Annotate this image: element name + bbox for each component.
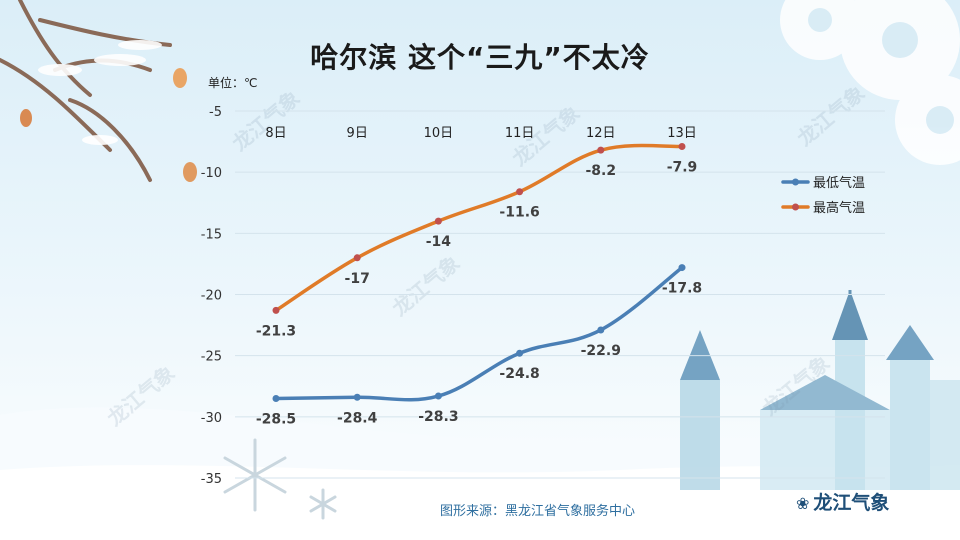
data-label-low: -28.5	[256, 411, 296, 427]
data-label-high: -14	[426, 234, 452, 250]
legend-marker-low	[792, 178, 799, 186]
series-line-high	[274, 143, 684, 313]
data-label-low: -17.8	[662, 281, 702, 297]
legend-label-high: 最高气温	[813, 200, 865, 216]
data-point-low	[678, 264, 686, 272]
data-label-low: -28.4	[337, 410, 378, 426]
brand-logo-text: ❀ 龙江气象	[796, 488, 889, 515]
source-credit: 图形来源：黑龙江省气象服务中心	[440, 504, 636, 519]
legend-marker-high	[792, 203, 799, 211]
y-tick-label: -30	[201, 411, 222, 426]
y-tick-label: -25	[201, 350, 222, 365]
wechat-icon: ❀	[796, 494, 810, 513]
data-label-low: -28.3	[418, 409, 458, 425]
data-point-low	[597, 326, 605, 334]
data-point-low	[272, 394, 280, 402]
data-label-high: -17	[345, 271, 370, 287]
x-tick-label: 13日	[667, 126, 697, 141]
x-tick-label: 11日	[505, 126, 535, 141]
data-point-high	[516, 188, 524, 196]
data-label-high: -8.2	[585, 163, 616, 179]
data-point-high	[353, 254, 361, 262]
y-tick-label: -5	[209, 105, 222, 120]
unit-label: 单位：℃	[208, 76, 258, 90]
data-point-low	[434, 392, 442, 400]
data-point-high	[597, 146, 605, 154]
legend-label-low: 最低气温	[813, 175, 865, 191]
data-label-high: -11.6	[499, 205, 539, 221]
data-label-high: -21.3	[256, 323, 296, 339]
data-point-low	[516, 349, 524, 357]
x-tick-label: 8日	[265, 126, 286, 141]
y-tick-label: -15	[201, 227, 222, 242]
data-point-low	[353, 393, 361, 401]
data-point-high	[678, 142, 686, 150]
y-tick-label: -20	[201, 289, 222, 304]
data-label-low: -22.9	[581, 343, 621, 359]
x-tick-label: 10日	[424, 126, 454, 141]
data-point-high	[272, 306, 280, 314]
x-tick-label: 9日	[347, 126, 368, 141]
brand-name: 龙江气象	[813, 492, 890, 514]
x-tick-label: 12日	[586, 126, 616, 141]
y-tick-label: -35	[201, 472, 222, 487]
data-point-high	[434, 217, 442, 225]
data-label-high: -7.9	[667, 159, 698, 175]
y-tick-label: -10	[201, 166, 222, 181]
page-title: 哈尔滨 这个“三九”不太冷	[310, 41, 650, 74]
series-line-low	[274, 265, 684, 402]
data-label-low: -24.8	[499, 366, 539, 382]
